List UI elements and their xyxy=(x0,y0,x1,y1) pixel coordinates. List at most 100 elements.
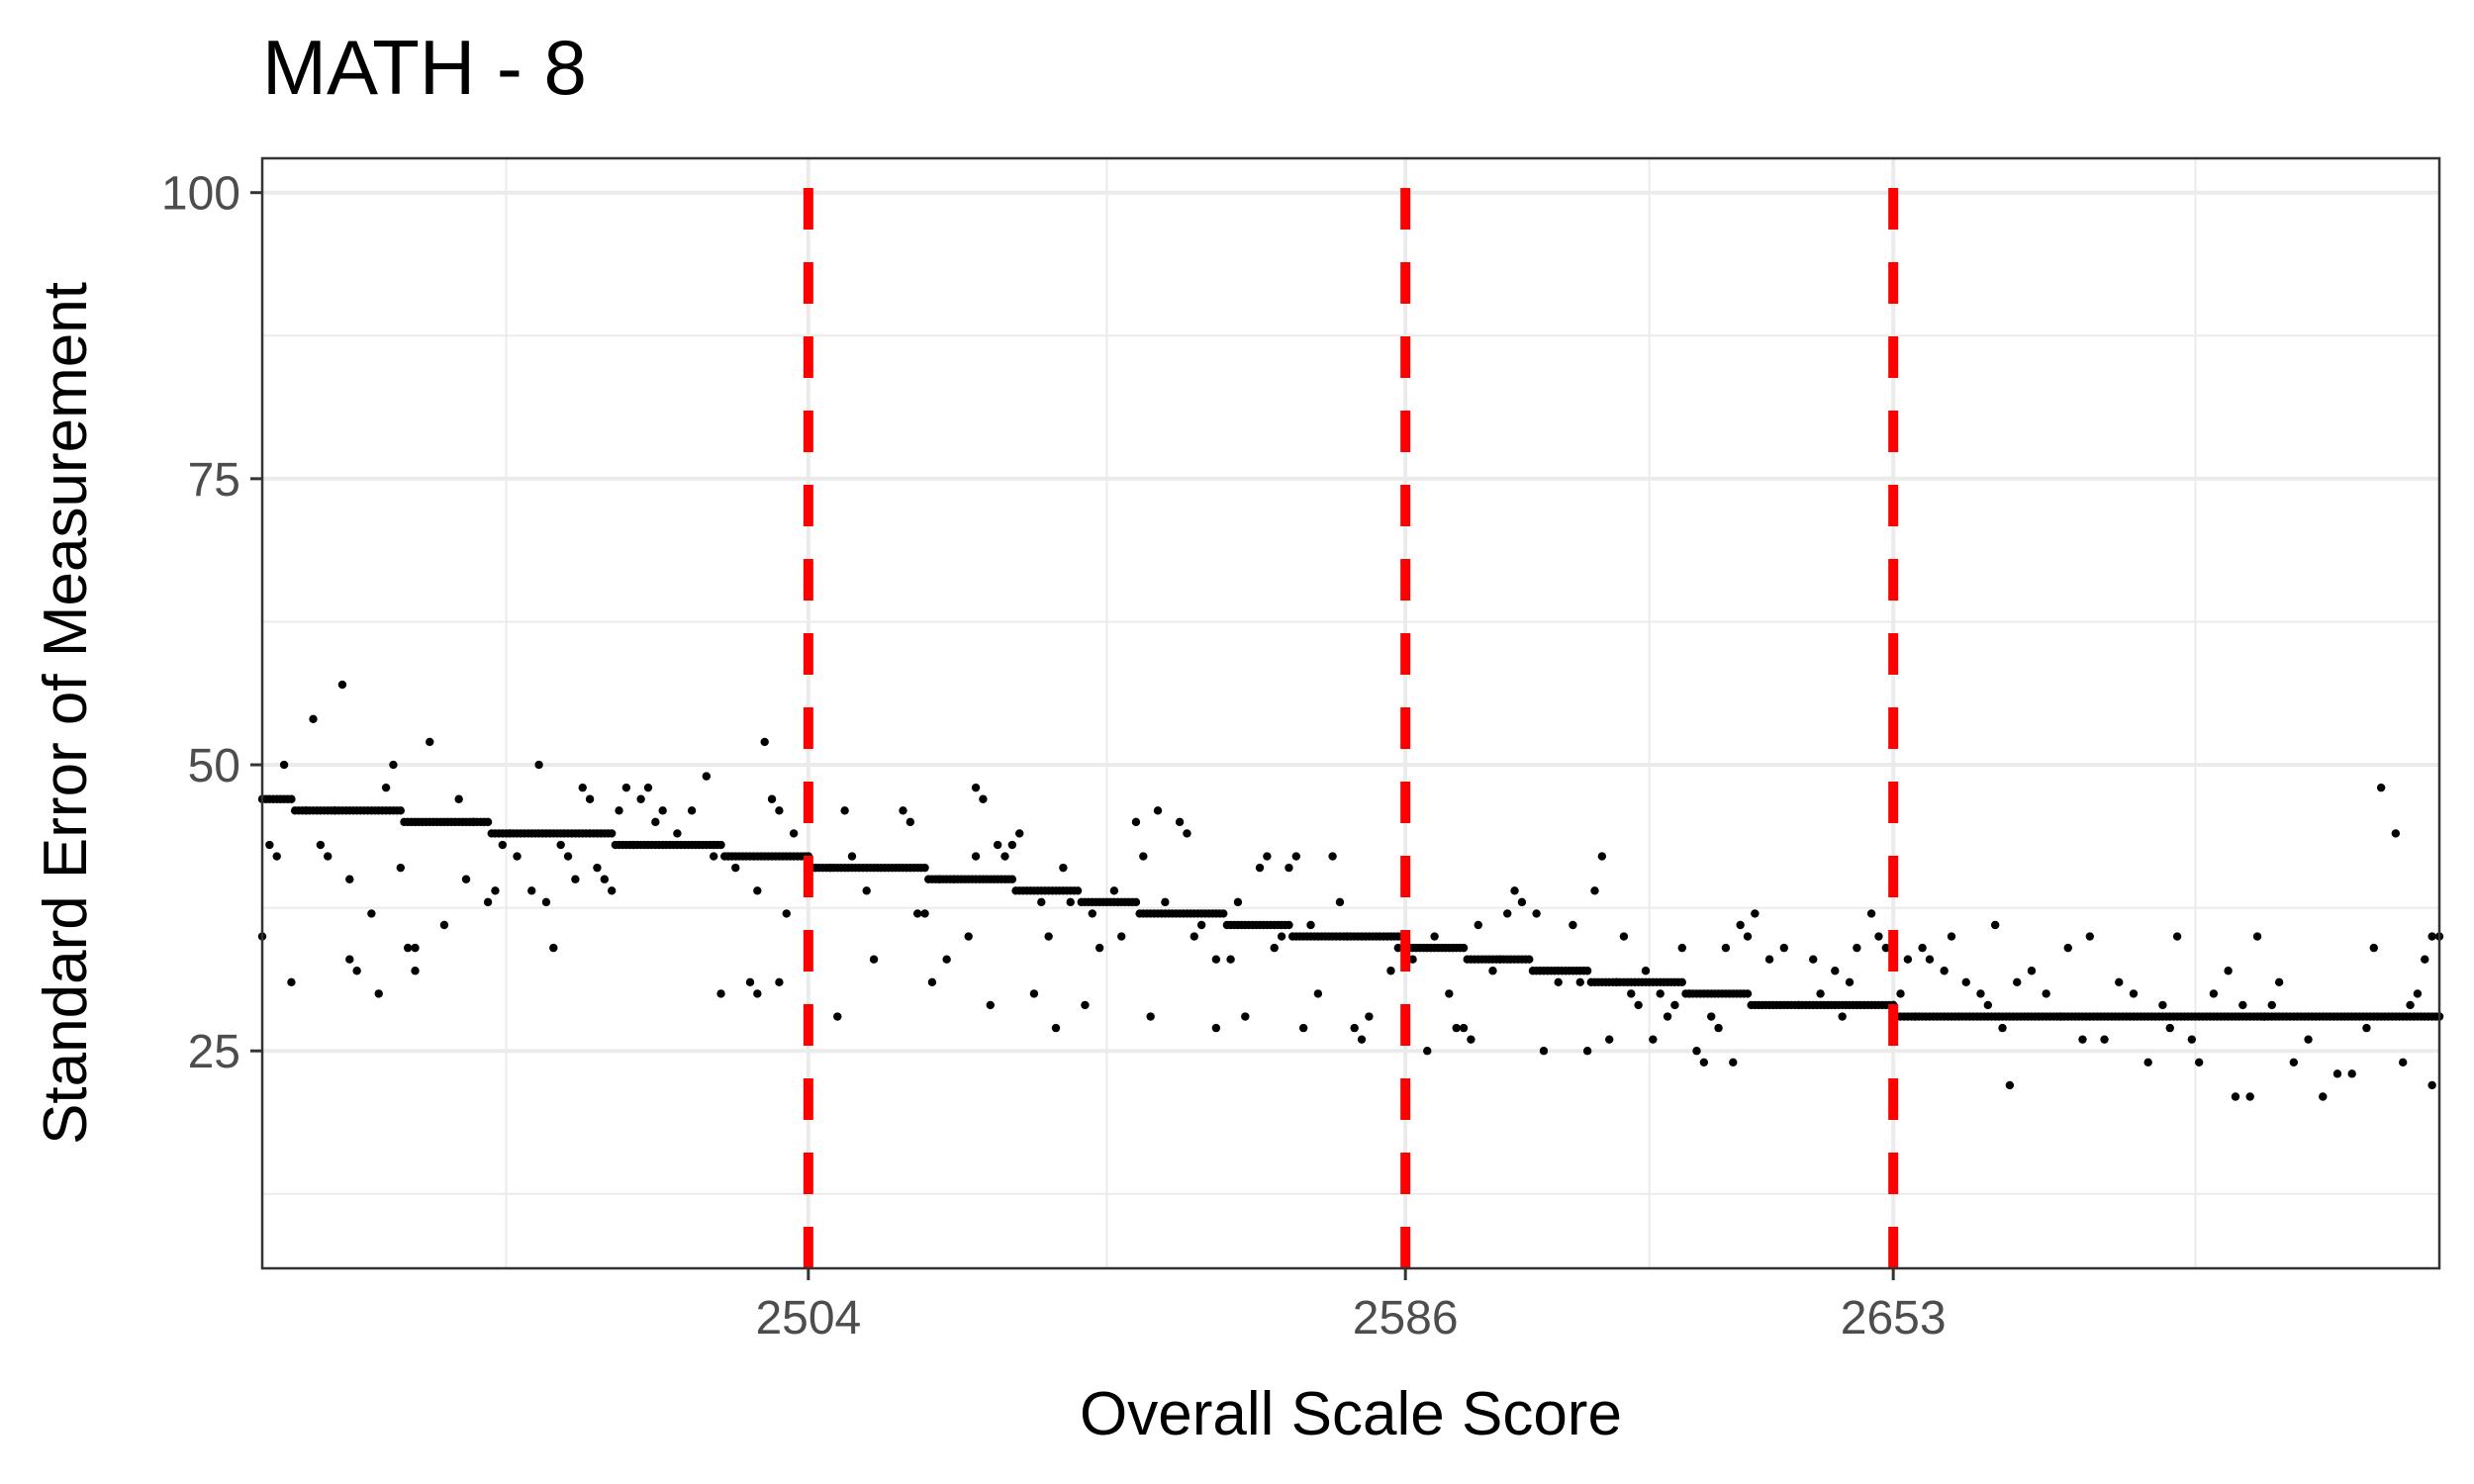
data-point xyxy=(2245,1092,2254,1101)
data-point xyxy=(607,886,617,895)
data-point xyxy=(1990,920,2000,930)
trend-point xyxy=(607,829,617,838)
data-point xyxy=(2274,977,2284,987)
data-point xyxy=(389,760,398,770)
data-point xyxy=(426,737,434,747)
data-point xyxy=(2260,1012,2269,1021)
data-point xyxy=(2194,1058,2204,1067)
data-point xyxy=(2165,1023,2174,1033)
data-point xyxy=(527,886,536,895)
data-point xyxy=(1925,955,1935,964)
data-point xyxy=(1226,955,1235,964)
data-point xyxy=(658,806,667,815)
data-point xyxy=(1139,852,1148,861)
y-tick-label: 25 xyxy=(188,1026,240,1078)
trend-point xyxy=(396,806,405,815)
data-point xyxy=(2332,1069,2342,1078)
data-point xyxy=(869,955,879,964)
data-point xyxy=(2013,977,2022,987)
panel-border xyxy=(260,156,2441,1270)
y-tick-label: 100 xyxy=(161,168,240,221)
data-point xyxy=(1641,967,1651,975)
data-point xyxy=(2304,1035,2313,1044)
data-point xyxy=(1684,989,1694,998)
data-point xyxy=(1117,932,1126,941)
y-tick-label: 50 xyxy=(188,740,240,792)
data-point xyxy=(1153,806,1163,815)
data-point xyxy=(810,863,820,873)
data-point xyxy=(2056,1012,2065,1021)
data-point xyxy=(563,852,573,861)
data-point xyxy=(1816,989,1825,998)
data-point xyxy=(1838,1012,1847,1021)
data-point xyxy=(1517,897,1527,907)
data-point xyxy=(2289,1058,2299,1067)
trend-point xyxy=(1459,943,1469,953)
data-point xyxy=(578,783,587,792)
data-point xyxy=(1044,932,1053,941)
data-point xyxy=(1233,897,1243,907)
data-point xyxy=(1146,1012,1155,1021)
data-point xyxy=(1066,897,1075,907)
data-point xyxy=(2267,1000,2276,1010)
data-point xyxy=(2085,932,2095,941)
x-tick-label: 2653 xyxy=(1841,1292,1947,1345)
axes: 25 50 75 100 2504 2586 2653 xyxy=(161,168,1947,1345)
data-point xyxy=(2231,1092,2240,1101)
data-point xyxy=(1175,817,1185,827)
plot-panel xyxy=(262,158,2439,1268)
data-point xyxy=(331,806,339,815)
data-point xyxy=(309,714,318,723)
data-point xyxy=(1961,977,1970,987)
data-point xyxy=(505,829,515,838)
trend-point xyxy=(1219,909,1228,918)
data-point xyxy=(1881,943,1891,953)
chart-title: MATH - 8 xyxy=(262,24,587,111)
data-point xyxy=(265,840,274,850)
data-point xyxy=(775,806,784,815)
data-point xyxy=(1736,920,1745,930)
y-axis-title: Standard Error of Measurement xyxy=(32,282,100,1145)
data-point xyxy=(949,875,959,883)
data-point xyxy=(1183,829,1191,838)
data-point xyxy=(847,852,857,861)
data-point xyxy=(760,737,769,747)
data-point xyxy=(1161,897,1170,907)
data-point xyxy=(935,875,944,883)
data-point xyxy=(2027,967,2037,975)
data-point xyxy=(825,863,835,873)
data-point xyxy=(1569,920,1577,930)
data-point xyxy=(716,989,725,998)
data-point xyxy=(702,772,712,781)
data-point xyxy=(585,794,595,803)
data-point xyxy=(1692,1047,1701,1056)
data-point xyxy=(1502,909,1512,918)
data-point xyxy=(840,806,849,815)
data-point xyxy=(753,886,762,895)
data-point xyxy=(993,840,1002,850)
data-point xyxy=(1255,863,1265,873)
data-point xyxy=(439,920,449,930)
data-point xyxy=(1277,932,1286,941)
data-point xyxy=(1037,897,1046,907)
data-point xyxy=(498,840,508,850)
data-point xyxy=(1764,955,1774,964)
data-point xyxy=(352,967,361,975)
data-point xyxy=(2427,1080,2436,1090)
data-point xyxy=(1619,932,1629,941)
data-point xyxy=(2078,1035,2087,1044)
data-point xyxy=(1831,967,1840,975)
data-point xyxy=(643,783,653,792)
data-point xyxy=(272,852,281,861)
data-point xyxy=(454,794,463,803)
data-point xyxy=(1575,977,1584,987)
data-point xyxy=(1081,1000,1090,1010)
trend-point xyxy=(483,817,493,827)
trend-point xyxy=(1007,875,1017,883)
data-point xyxy=(1809,955,1818,964)
data-point xyxy=(942,955,951,964)
data-point xyxy=(1459,1023,1469,1033)
data-point xyxy=(337,680,347,690)
data-point xyxy=(1196,920,1206,930)
